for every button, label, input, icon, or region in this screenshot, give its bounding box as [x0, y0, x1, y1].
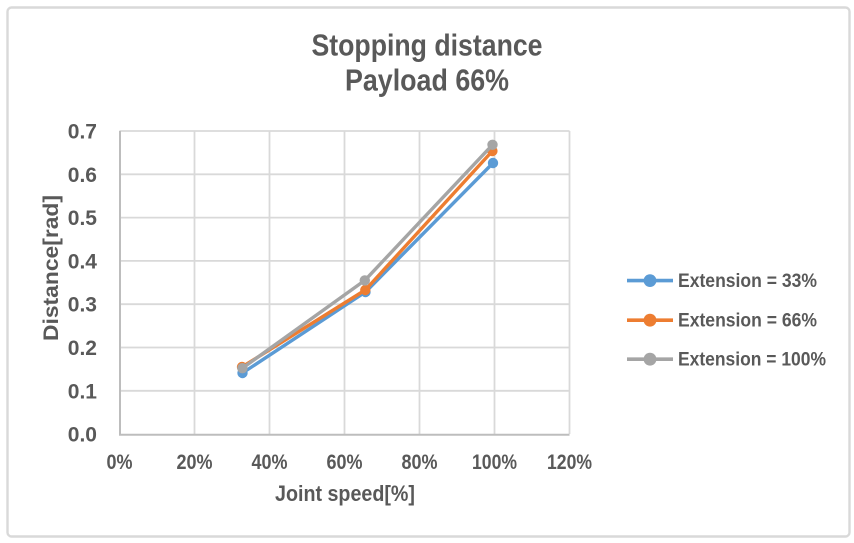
svg-text:40%: 40%	[252, 451, 288, 474]
svg-text:0.1: 0.1	[68, 380, 98, 403]
svg-text:0.7: 0.7	[68, 121, 97, 144]
svg-text:100%: 100%	[472, 451, 517, 474]
svg-text:0.3: 0.3	[68, 294, 97, 317]
svg-text:Extension = 66%: Extension = 66%	[678, 311, 817, 332]
svg-text:0.2: 0.2	[68, 337, 97, 360]
svg-text:0.5: 0.5	[68, 207, 98, 230]
svg-text:0.0: 0.0	[68, 424, 97, 447]
svg-text:Joint speed[%]: Joint speed[%]	[275, 481, 415, 506]
svg-text:0.4: 0.4	[68, 250, 98, 273]
svg-text:Stopping distance: Stopping distance	[312, 28, 543, 63]
svg-text:Distance[rad]: Distance[rad]	[40, 195, 63, 341]
svg-text:Extension = 100%: Extension = 100%	[678, 350, 826, 371]
svg-text:0%: 0%	[107, 451, 133, 474]
svg-text:80%: 80%	[402, 451, 438, 474]
svg-text:0.6: 0.6	[68, 164, 97, 187]
svg-text:Payload 66%: Payload 66%	[345, 63, 509, 98]
svg-text:60%: 60%	[327, 451, 363, 474]
svg-text:120%: 120%	[547, 451, 592, 474]
svg-text:20%: 20%	[177, 451, 213, 474]
svg-text:Extension = 33%: Extension = 33%	[678, 271, 817, 292]
